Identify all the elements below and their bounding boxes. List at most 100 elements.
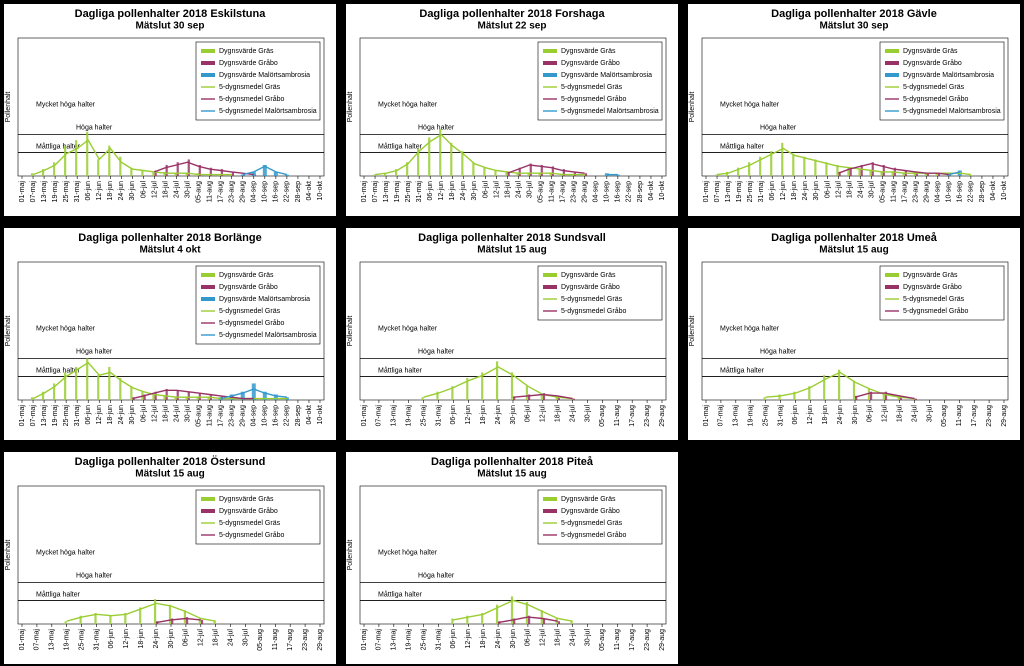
x-tick-label: 31-maj — [435, 629, 442, 651]
bar — [505, 171, 508, 176]
bar — [75, 140, 78, 176]
x-tick-label: 05-aug — [879, 181, 886, 203]
chart-subtitle: Mätslut 15 aug — [135, 469, 204, 480]
x-tick-label: 13-maj — [41, 181, 48, 203]
bar — [870, 391, 873, 400]
series-line — [154, 161, 254, 176]
y-axis-label: Pollenhalt — [347, 540, 354, 571]
bar — [891, 171, 894, 176]
x-tick-label: 11-aug — [206, 405, 213, 426]
x-tick-label: 06-jun — [769, 181, 776, 201]
bar — [849, 167, 852, 176]
chart-title: Dagliga pollenhalter 2018 Sundsvall — [418, 232, 606, 244]
x-tick-label: 23-aug — [302, 629, 309, 651]
x-tick-label: 29-aug — [582, 181, 589, 203]
x-tick-label: 30-jul — [926, 405, 933, 423]
zone-label: Mycket höga halter — [720, 325, 780, 332]
legend-label: 5-dygnsmedel Gräs — [903, 84, 965, 91]
zone-label: Måttliga halter — [720, 366, 765, 374]
x-tick-label: 18-jul — [897, 405, 904, 423]
series-line — [242, 165, 288, 176]
x-tick-label: 07-maj — [376, 629, 383, 651]
x-tick-label: 17-aug — [218, 181, 225, 203]
x-tick-label: 18-jun — [138, 629, 145, 649]
x-tick-label: 16-sep — [273, 405, 280, 427]
legend-label: 5-dygnsmedel Malörtsambrosia — [903, 108, 1001, 115]
x-tick-label: 31-maj — [758, 181, 765, 203]
bar — [571, 174, 574, 176]
x-tick-label: 24-jul — [569, 629, 576, 647]
legend-label: Dygnsvärde Gräs — [903, 272, 958, 279]
x-tick-label: 17-aug — [971, 405, 978, 427]
bar — [781, 142, 784, 176]
bar — [560, 174, 563, 176]
bar — [793, 391, 796, 400]
x-tick-label: 07-maj — [718, 405, 725, 427]
x-tick-label: 18-jul — [555, 405, 562, 423]
x-tick-label: 18-jun — [107, 181, 114, 201]
bar — [855, 395, 858, 400]
bar — [466, 615, 469, 624]
x-tick-label: 01-maj — [361, 405, 368, 427]
x-tick-label: 07-maj — [30, 181, 37, 203]
series-line — [507, 164, 585, 174]
x-tick-label: 25-maj — [420, 405, 427, 427]
bar — [262, 164, 267, 176]
x-tick-label: 16-sep — [273, 181, 280, 203]
legend-label: Dygnsvärde Gräs — [219, 48, 274, 55]
x-tick-label: 04-okt — [306, 181, 313, 201]
x-tick-label: 30-jul — [242, 629, 249, 647]
bar — [428, 137, 431, 176]
zone-label: Mycket höga halter — [36, 549, 96, 556]
zone-label: Höga halter — [418, 572, 455, 579]
bar — [108, 366, 111, 400]
legend-label: 5-dygnsmedel Gråbo — [561, 95, 626, 103]
bar — [924, 173, 927, 176]
bar — [207, 397, 210, 400]
legend-label: Dygnsvärde Gräs — [219, 496, 274, 503]
x-tick-label: 24-jul — [569, 405, 576, 423]
x-tick-label: 11-aug — [614, 405, 621, 426]
bar — [770, 151, 773, 176]
x-tick-label: 07-maj — [30, 405, 37, 427]
zone-label: Mycket höga halter — [720, 101, 780, 108]
bar — [748, 162, 751, 176]
bar — [451, 618, 454, 624]
bar — [30, 397, 34, 400]
bar — [163, 395, 166, 400]
bar — [507, 171, 510, 176]
bar — [207, 174, 210, 176]
bar — [97, 159, 100, 176]
bar — [516, 173, 519, 176]
chart-panel: Dagliga pollenhalter 2018 ÖstersundMätsl… — [4, 452, 336, 664]
bar — [251, 383, 256, 400]
x-tick-label: 16-sep — [615, 181, 622, 203]
series-line — [765, 371, 915, 400]
x-tick-label: 29-aug — [1001, 405, 1008, 427]
chart-title: Dagliga pollenhalter 2018 Umeå — [771, 232, 938, 244]
bar — [937, 173, 941, 176]
series-line — [512, 393, 573, 400]
x-tick-label: 18-jun — [822, 405, 829, 425]
x-tick-label: 06-jun — [427, 181, 434, 201]
x-tick-label: 06-jun — [450, 629, 457, 649]
legend-label: 5-dygnsmedel Gräs — [219, 520, 281, 527]
bar — [174, 173, 177, 176]
panel-bg — [688, 228, 1020, 440]
x-tick-label: 06-jun — [85, 181, 92, 201]
bar — [871, 162, 874, 176]
bar — [75, 366, 78, 400]
bar — [513, 397, 516, 400]
x-tick-label: 10-sep — [604, 181, 611, 203]
legend-label: 5-dygnsmedel Gråbo — [219, 95, 284, 103]
bar — [542, 618, 546, 624]
panel-bg — [4, 452, 336, 664]
x-tick-label: 13-maj — [733, 405, 740, 427]
bar — [466, 377, 469, 400]
bar — [538, 173, 541, 176]
chart-panel: Dagliga pollenhalter 2018 ForshagaMätslu… — [346, 4, 678, 216]
bar — [53, 383, 56, 400]
series-line — [854, 392, 915, 400]
bar — [869, 170, 872, 176]
bar — [165, 164, 168, 176]
